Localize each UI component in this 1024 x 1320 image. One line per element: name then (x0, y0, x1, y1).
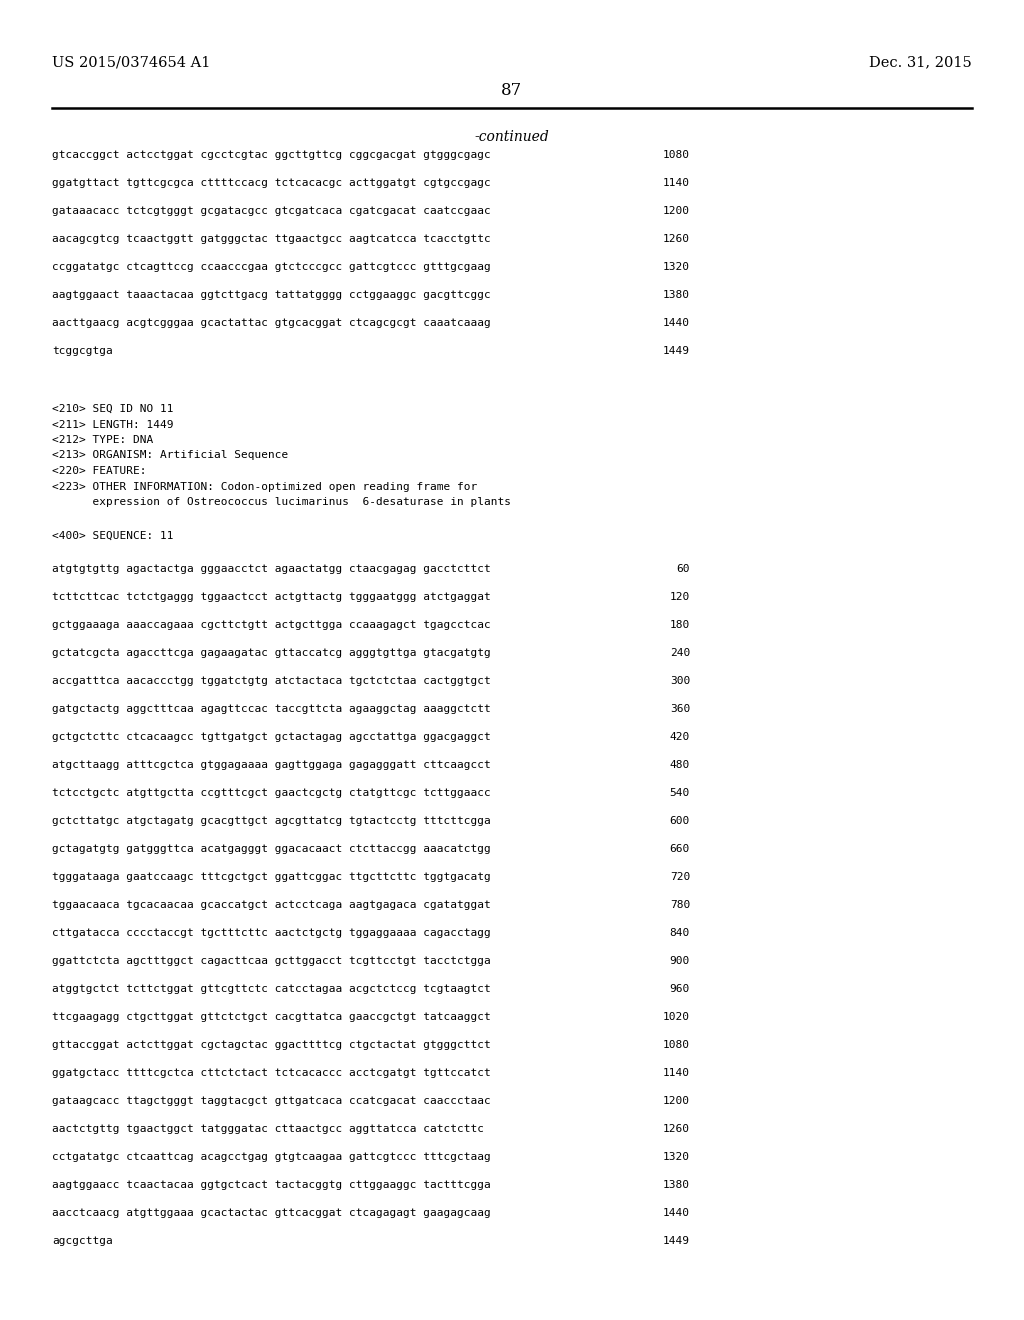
Text: gataaacacc tctcgtgggt gcgatacgcc gtcgatcaca cgatcgacat caatccgaac: gataaacacc tctcgtgggt gcgatacgcc gtcgatc… (52, 206, 490, 216)
Text: 1449: 1449 (663, 346, 690, 356)
Text: 780: 780 (670, 900, 690, 909)
Text: gctcttatgc atgctagatg gcacgttgct agcgttatcg tgtactcctg tttcttcgga: gctcttatgc atgctagatg gcacgttgct agcgtta… (52, 816, 490, 826)
Text: <213> ORGANISM: Artificial Sequence: <213> ORGANISM: Artificial Sequence (52, 450, 288, 461)
Text: aacttgaacg acgtcgggaa gcactattac gtgcacggat ctcagcgcgt caaatcaaag: aacttgaacg acgtcgggaa gcactattac gtgcacg… (52, 318, 490, 327)
Text: expression of Ostreococcus lucimarinus  6-desaturase in plants: expression of Ostreococcus lucimarinus 6… (52, 498, 511, 507)
Text: <211> LENGTH: 1449: <211> LENGTH: 1449 (52, 420, 173, 429)
Text: 87: 87 (502, 82, 522, 99)
Text: 60: 60 (677, 564, 690, 574)
Text: 1080: 1080 (663, 150, 690, 160)
Text: 540: 540 (670, 788, 690, 799)
Text: -continued: -continued (475, 129, 549, 144)
Text: gctagatgtg gatgggttca acatgagggt ggacacaact ctcttaccgg aaacatctgg: gctagatgtg gatgggttca acatgagggt ggacaca… (52, 843, 490, 854)
Text: 420: 420 (670, 733, 690, 742)
Text: 720: 720 (670, 873, 690, 882)
Text: 1320: 1320 (663, 261, 690, 272)
Text: aagtggaact taaactacaa ggtcttgacg tattatgggg cctggaaggc gacgttcggc: aagtggaact taaactacaa ggtcttgacg tattatg… (52, 290, 490, 300)
Text: Dec. 31, 2015: Dec. 31, 2015 (869, 55, 972, 69)
Text: 300: 300 (670, 676, 690, 686)
Text: tggaacaaca tgcacaacaa gcaccatgct actcctcaga aagtgagaca cgatatggat: tggaacaaca tgcacaacaa gcaccatgct actcctc… (52, 900, 490, 909)
Text: 1440: 1440 (663, 1208, 690, 1218)
Text: 1380: 1380 (663, 290, 690, 300)
Text: ggattctcta agctttggct cagacttcaa gcttggacct tcgttcctgt tacctctgga: ggattctcta agctttggct cagacttcaa gcttgga… (52, 956, 490, 966)
Text: aacctcaacg atgttggaaa gcactactac gttcacggat ctcagagagt gaagagcaag: aacctcaacg atgttggaaa gcactactac gttcacg… (52, 1208, 490, 1218)
Text: 1260: 1260 (663, 234, 690, 244)
Text: 1200: 1200 (663, 206, 690, 216)
Text: 240: 240 (670, 648, 690, 657)
Text: tcggcgtga: tcggcgtga (52, 346, 113, 356)
Text: 480: 480 (670, 760, 690, 770)
Text: 660: 660 (670, 843, 690, 854)
Text: gataagcacc ttagctgggt taggtacgct gttgatcaca ccatcgacat caaccctaac: gataagcacc ttagctgggt taggtacgct gttgatc… (52, 1096, 490, 1106)
Text: aagtggaacc tcaactacaa ggtgctcact tactacggtg cttggaaggc tactttcgga: aagtggaacc tcaactacaa ggtgctcact tactacg… (52, 1180, 490, 1191)
Text: atggtgctct tcttctggat gttcgttctc catcctagaa acgctctccg tcgtaagtct: atggtgctct tcttctggat gttcgttctc catccta… (52, 983, 490, 994)
Text: gtcaccggct actcctggat cgcctcgtac ggcttgttcg cggcgacgat gtgggcgagc: gtcaccggct actcctggat cgcctcgtac ggcttgt… (52, 150, 490, 160)
Text: ttcgaagagg ctgcttggat gttctctgct cacgttatca gaaccgctgt tatcaaggct: ttcgaagagg ctgcttggat gttctctgct cacgtta… (52, 1012, 490, 1022)
Text: gctatcgcta agaccttcga gagaagatac gttaccatcg agggtgttga gtacgatgtg: gctatcgcta agaccttcga gagaagatac gttacca… (52, 648, 490, 657)
Text: tcttcttcac tctctgaggg tggaactcct actgttactg tgggaatggg atctgaggat: tcttcttcac tctctgaggg tggaactcct actgtta… (52, 591, 490, 602)
Text: 360: 360 (670, 704, 690, 714)
Text: tctcctgctc atgttgctta ccgtttcgct gaactcgctg ctatgttcgc tcttggaacc: tctcctgctc atgttgctta ccgtttcgct gaactcg… (52, 788, 490, 799)
Text: gatgctactg aggctttcaa agagttccac taccgttcta agaaggctag aaaggctctt: gatgctactg aggctttcaa agagttccac taccgtt… (52, 704, 490, 714)
Text: atgcttaagg atttcgctca gtggagaaaa gagttggaga gagagggatt cttcaagcct: atgcttaagg atttcgctca gtggagaaaa gagttgg… (52, 760, 490, 770)
Text: ggatgttact tgttcgcgca cttttccacg tctcacacgc acttggatgt cgtgccgagc: ggatgttact tgttcgcgca cttttccacg tctcaca… (52, 178, 490, 187)
Text: <212> TYPE: DNA: <212> TYPE: DNA (52, 436, 154, 445)
Text: <400> SEQUENCE: 11: <400> SEQUENCE: 11 (52, 531, 173, 540)
Text: 1080: 1080 (663, 1040, 690, 1049)
Text: ccggatatgc ctcagttccg ccaacccgaa gtctcccgcc gattcgtccc gtttgcgaag: ccggatatgc ctcagttccg ccaacccgaa gtctccc… (52, 261, 490, 272)
Text: gttaccggat actcttggat cgctagctac ggacttttcg ctgctactat gtgggcttct: gttaccggat actcttggat cgctagctac ggacttt… (52, 1040, 490, 1049)
Text: ggatgctacc ttttcgctca cttctctact tctcacaccc acctcgatgt tgttccatct: ggatgctacc ttttcgctca cttctctact tctcaca… (52, 1068, 490, 1078)
Text: 600: 600 (670, 816, 690, 826)
Text: 1449: 1449 (663, 1236, 690, 1246)
Text: 1020: 1020 (663, 1012, 690, 1022)
Text: 1200: 1200 (663, 1096, 690, 1106)
Text: 960: 960 (670, 983, 690, 994)
Text: 840: 840 (670, 928, 690, 939)
Text: gctgctcttc ctcacaagcc tgttgatgct gctactagag agcctattga ggacgaggct: gctgctcttc ctcacaagcc tgttgatgct gctacta… (52, 733, 490, 742)
Text: 180: 180 (670, 620, 690, 630)
Text: US 2015/0374654 A1: US 2015/0374654 A1 (52, 55, 210, 69)
Text: 1320: 1320 (663, 1152, 690, 1162)
Text: cctgatatgc ctcaattcag acagcctgag gtgtcaagaa gattcgtccc tttcgctaag: cctgatatgc ctcaattcag acagcctgag gtgtcaa… (52, 1152, 490, 1162)
Text: aactctgttg tgaactggct tatgggatac cttaactgcc aggttatcca catctcttc: aactctgttg tgaactggct tatgggatac cttaact… (52, 1125, 484, 1134)
Text: cttgatacca cccctaccgt tgctttcttc aactctgctg tggaggaaaa cagacctagg: cttgatacca cccctaccgt tgctttcttc aactctg… (52, 928, 490, 939)
Text: 1140: 1140 (663, 1068, 690, 1078)
Text: 900: 900 (670, 956, 690, 966)
Text: atgtgtgttg agactactga gggaacctct agaactatgg ctaacgagag gacctcttct: atgtgtgttg agactactga gggaacctct agaacta… (52, 564, 490, 574)
Text: agcgcttga: agcgcttga (52, 1236, 113, 1246)
Text: aacagcgtcg tcaactggtt gatgggctac ttgaactgcc aagtcatcca tcacctgttc: aacagcgtcg tcaactggtt gatgggctac ttgaact… (52, 234, 490, 244)
Text: accgatttca aacaccctgg tggatctgtg atctactaca tgctctctaa cactggtgct: accgatttca aacaccctgg tggatctgtg atctact… (52, 676, 490, 686)
Text: 1140: 1140 (663, 178, 690, 187)
Text: <220> FEATURE:: <220> FEATURE: (52, 466, 146, 477)
Text: 1380: 1380 (663, 1180, 690, 1191)
Text: 1440: 1440 (663, 318, 690, 327)
Text: <210> SEQ ID NO 11: <210> SEQ ID NO 11 (52, 404, 173, 414)
Text: 120: 120 (670, 591, 690, 602)
Text: 1260: 1260 (663, 1125, 690, 1134)
Text: tgggataaga gaatccaagc tttcgctgct ggattcggac ttgcttcttc tggtgacatg: tgggataaga gaatccaagc tttcgctgct ggattcg… (52, 873, 490, 882)
Text: <223> OTHER INFORMATION: Codon-optimized open reading frame for: <223> OTHER INFORMATION: Codon-optimized… (52, 482, 477, 491)
Text: gctggaaaga aaaccagaaa cgcttctgtt actgcttgga ccaaagagct tgagcctcac: gctggaaaga aaaccagaaa cgcttctgtt actgctt… (52, 620, 490, 630)
